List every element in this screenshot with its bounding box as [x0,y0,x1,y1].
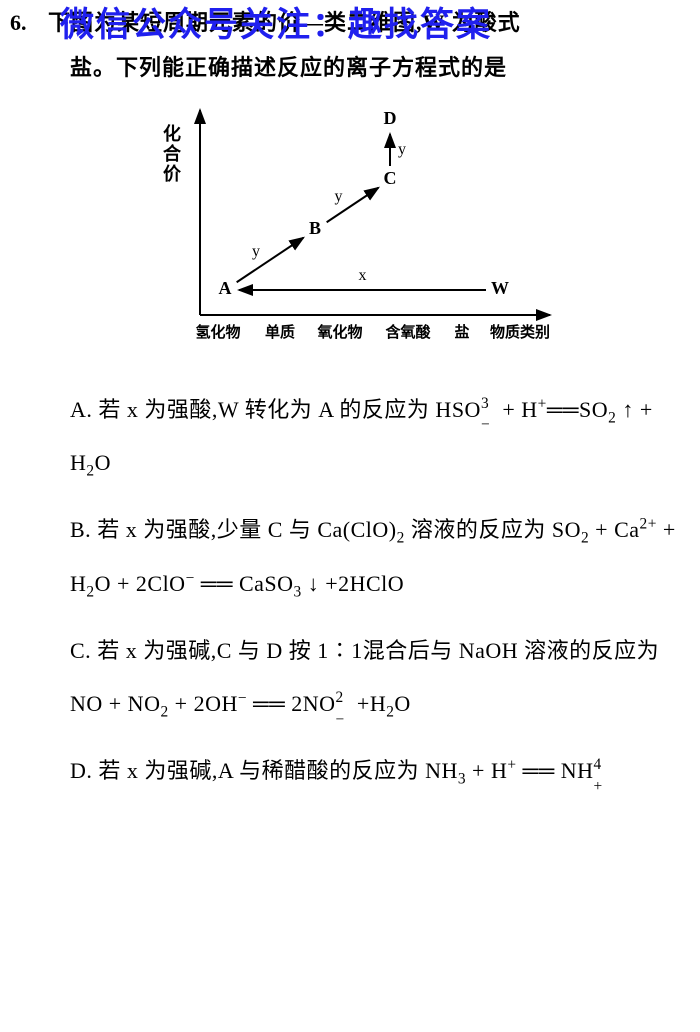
svg-text:D: D [384,108,397,128]
option-b: B. 若 x 为强酸,少量 C 与 Ca(ClO)2 溶液的反应为 SO2 + … [70,504,680,611]
svg-text:C: C [384,168,397,188]
option-c: C. 若 x 为强碱,C 与 D 按 1∶1混合后与 NaOH 溶液的反应为 N… [70,625,680,731]
svg-text:氧化物: 氧化物 [316,323,362,341]
options-container: A. 若 x 为强酸,W 转化为 A 的反应为 HSO−3 + H+══SO2 … [70,384,680,799]
svg-text:物质类别: 物质类别 [490,323,550,341]
svg-text:y: y [398,141,406,158]
option-label: C. [70,638,91,663]
chart-container: 化合价氢化物 单质 氧化物 含氧酸 盐 物质类别 y y y x A B C D W [20,90,680,370]
option-label: B. [70,517,91,542]
option-label: D. [70,758,92,783]
svg-text:含氧酸: 含氧酸 [385,323,431,341]
svg-text:氢化物: 氢化物 [195,323,240,341]
svg-text:B: B [309,218,321,238]
svg-text:盐: 盐 [454,323,469,341]
svg-text:y: y [252,243,260,260]
svg-text:y: y [335,188,343,205]
svg-text:A: A [219,278,232,298]
option-label: A. [70,397,92,422]
valence-category-chart: 化合价氢化物 单质 氧化物 含氧酸 盐 物质类别 y y y x A B C D W [130,90,570,370]
question-number: 6. [10,8,27,39]
svg-text:价: 价 [163,164,182,184]
svg-text:单质: 单质 [265,323,295,341]
svg-text:x: x [359,267,367,284]
svg-text:合: 合 [163,143,182,164]
option-a: A. 若 x 为强酸,W 转化为 A 的反应为 HSO−3 + H+══SO2 … [70,384,680,491]
question-line-2: 盐。下列能正确描述反应的离子方程式的是 [70,53,680,84]
watermark-text: 微信公众号关注：趣找答案 [60,2,492,50]
svg-text:W: W [491,278,509,298]
svg-text:化: 化 [163,123,181,144]
option-d: D. 若 x 为强碱,A 与稀醋酸的反应为 NH3 + H+ ══ NH+4 [70,745,680,798]
